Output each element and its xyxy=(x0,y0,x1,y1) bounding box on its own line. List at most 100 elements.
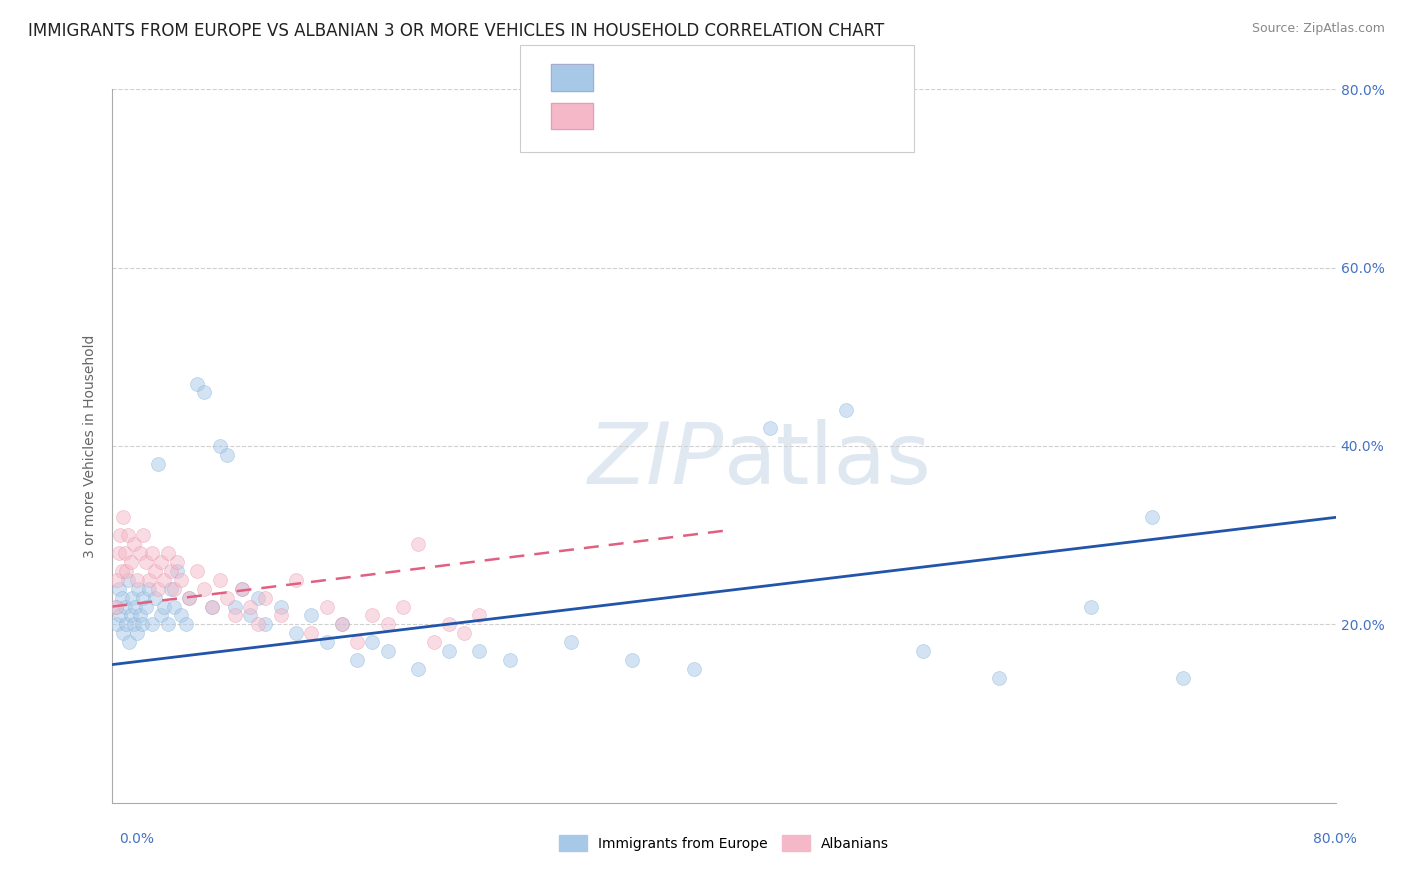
Point xyxy=(392,599,415,614)
Point xyxy=(377,617,399,632)
Point xyxy=(193,582,215,596)
Point xyxy=(239,599,262,614)
Text: atlas: atlas xyxy=(724,418,932,502)
Point xyxy=(105,617,128,632)
Point xyxy=(122,537,145,551)
Point xyxy=(408,662,430,676)
Point xyxy=(163,599,186,614)
Point xyxy=(148,457,170,471)
Point xyxy=(143,564,166,578)
Point xyxy=(468,608,491,623)
Point xyxy=(284,626,308,640)
Point xyxy=(143,591,166,605)
Point xyxy=(453,626,475,640)
Point xyxy=(621,653,644,667)
Point xyxy=(120,608,142,623)
Point xyxy=(377,644,399,658)
Point xyxy=(270,599,292,614)
Point xyxy=(150,555,173,569)
Point xyxy=(111,564,134,578)
Point xyxy=(1080,599,1102,614)
Point xyxy=(560,635,582,649)
Point xyxy=(911,644,934,658)
Point xyxy=(105,573,128,587)
Text: N =: N = xyxy=(700,102,734,116)
Point xyxy=(361,608,384,623)
Text: IMMIGRANTS FROM EUROPE VS ALBANIAN 3 OR MORE VEHICLES IN HOUSEHOLD CORRELATION C: IMMIGRANTS FROM EUROPE VS ALBANIAN 3 OR … xyxy=(28,22,884,40)
Point xyxy=(156,546,179,560)
Point xyxy=(208,573,231,587)
Point xyxy=(141,546,163,560)
Point xyxy=(422,635,444,649)
Text: 0.223: 0.223 xyxy=(638,62,686,76)
Point xyxy=(107,582,129,596)
Point xyxy=(299,626,322,640)
Point xyxy=(127,582,149,596)
Text: ZIP: ZIP xyxy=(588,418,724,502)
Point xyxy=(108,528,131,542)
Point xyxy=(224,608,246,623)
Point xyxy=(408,537,430,551)
Point xyxy=(159,564,181,578)
Point xyxy=(239,608,262,623)
Point xyxy=(135,599,157,614)
Point xyxy=(270,608,292,623)
Point xyxy=(121,591,143,605)
Point xyxy=(141,617,163,632)
Point xyxy=(759,421,782,435)
Point xyxy=(117,573,139,587)
Point xyxy=(112,510,135,524)
Point xyxy=(170,573,193,587)
Point xyxy=(108,608,131,623)
Point xyxy=(315,635,337,649)
Point xyxy=(153,573,176,587)
Point xyxy=(177,591,200,605)
Text: 80.0%: 80.0% xyxy=(1313,832,1357,846)
Text: 51: 51 xyxy=(734,102,755,116)
Point xyxy=(231,582,253,596)
Point xyxy=(115,617,138,632)
Point xyxy=(114,546,136,560)
Point xyxy=(217,591,239,605)
Point xyxy=(193,385,215,400)
Text: R =: R = xyxy=(605,62,638,76)
Point xyxy=(254,591,277,605)
Point xyxy=(166,555,188,569)
Point xyxy=(437,617,460,632)
Point xyxy=(1142,510,1164,524)
Text: 65: 65 xyxy=(734,62,755,76)
Point xyxy=(135,555,157,569)
Point xyxy=(150,608,173,623)
Point xyxy=(131,617,153,632)
Point xyxy=(217,448,239,462)
Point xyxy=(186,564,208,578)
Point xyxy=(437,644,460,658)
Point xyxy=(125,626,148,640)
Text: Source: ZipAtlas.com: Source: ZipAtlas.com xyxy=(1251,22,1385,36)
Point xyxy=(468,644,491,658)
Point xyxy=(330,617,353,632)
Text: 0.145: 0.145 xyxy=(638,102,686,116)
Point xyxy=(315,599,337,614)
Point xyxy=(148,582,170,596)
Point xyxy=(132,591,155,605)
Point xyxy=(299,608,322,623)
Point xyxy=(114,599,136,614)
Point xyxy=(361,635,384,649)
Point xyxy=(129,608,152,623)
Point xyxy=(254,617,277,632)
Point xyxy=(115,564,138,578)
Point xyxy=(186,376,208,391)
Point xyxy=(231,582,253,596)
Text: 0.0%: 0.0% xyxy=(120,832,155,846)
Point xyxy=(201,599,224,614)
Point xyxy=(682,662,704,676)
Point xyxy=(835,403,858,417)
Point xyxy=(499,653,522,667)
Point xyxy=(224,599,246,614)
Point xyxy=(201,599,224,614)
Point xyxy=(246,617,269,632)
Point xyxy=(125,573,148,587)
Point xyxy=(284,573,308,587)
Point xyxy=(107,546,129,560)
